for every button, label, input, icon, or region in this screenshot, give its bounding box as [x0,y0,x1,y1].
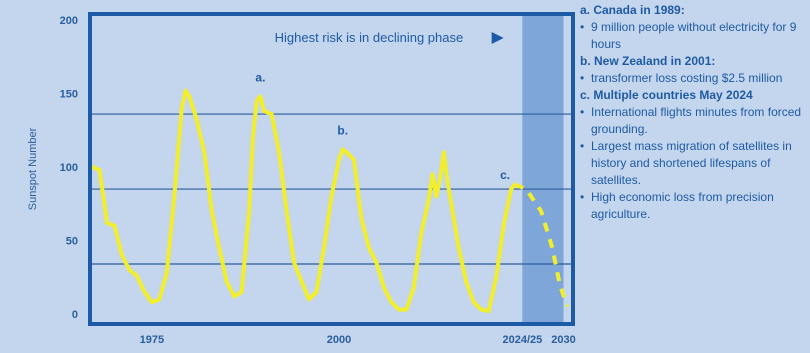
note-heading: c. Multiple countries May 2024 [580,88,753,102]
note-bullet: transformer loss costing $2.5 million [580,70,810,87]
incident-notes: a. Canada in 1989: 9 million people witho… [580,2,810,223]
y-tick-label: 200 [60,15,78,27]
event-marker-label: b. [337,124,348,138]
x-tick-label: 2024/25 [502,334,542,346]
note-bullet: Largest mass migration of satellites in … [580,138,810,189]
note-heading: a. Canada in 1989: [580,3,685,17]
y-tick-label: 100 [60,162,78,174]
plot-area [90,14,573,324]
event-marker-label: c. [500,168,510,182]
note-bullet: High economic loss from precision agricu… [580,189,810,223]
event-marker-label: a. [255,71,265,85]
risk-annotation: Highest risk is in declining phase [275,30,464,45]
x-tick-label: 2000 [327,334,351,346]
y-axis-label: Sunspot Number [27,127,39,210]
forecast-band [522,14,564,324]
x-tick-label: 2030 [551,334,575,346]
risk-arrow-head [491,32,504,45]
y-tick-label: 150 [60,89,78,101]
x-tick-label: 1975 [140,334,164,346]
plot-frame [88,12,575,326]
note-bullet: 9 million people without electricity for… [580,19,810,53]
note-heading: b. New Zealand in 2001: [580,54,716,68]
forecast-line [514,182,570,308]
note-bullet: International flights minutes from force… [580,104,810,138]
sunspot-line [90,88,517,314]
y-tick-label: 50 [66,236,78,248]
y-tick-label: 0 [72,309,78,321]
